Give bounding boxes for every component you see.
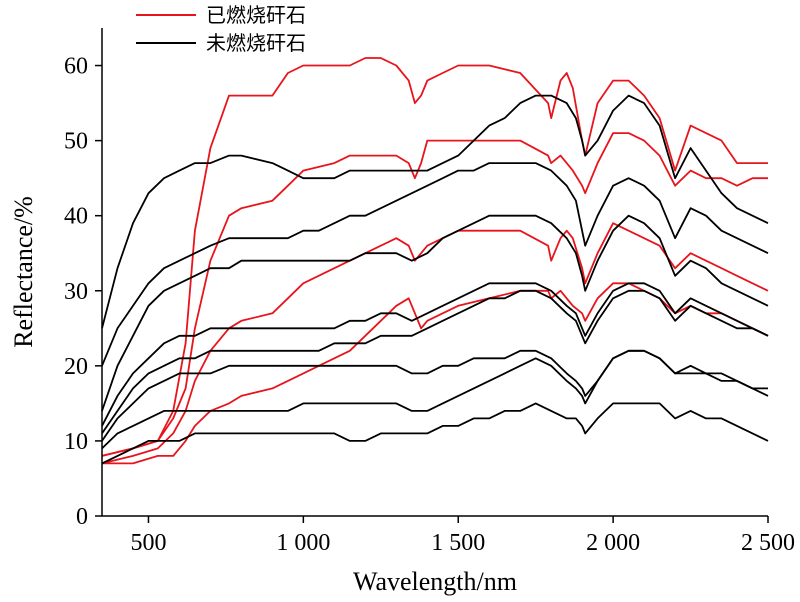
series-line-unburned-5 xyxy=(101,94,769,329)
series-line-burned-1 xyxy=(101,57,768,457)
y-tick-label: 40 xyxy=(64,204,88,230)
ticks-layer: 500 1 000 1 500 2 000 2 500 0 10 20 30 40 50 60 xyxy=(64,54,795,556)
x-axis-title: Wavelength/nm xyxy=(353,567,517,596)
x-tick-label: 500 xyxy=(130,530,166,556)
series-line-unburned-7 xyxy=(101,214,769,412)
series-line-unburned-10 xyxy=(101,349,768,442)
legend-label-burned: 已燃烧矸石 xyxy=(206,3,306,27)
y-axis-title: Reflectance/% xyxy=(9,196,38,348)
legend: 已燃烧矸石 未燃烧矸石 xyxy=(136,3,306,55)
x-tick-label: 2 500 xyxy=(741,530,795,556)
series-line-unburned-8 xyxy=(101,282,769,427)
y-tick-label: 50 xyxy=(64,129,88,155)
axes-layer xyxy=(101,28,768,517)
y-tick-label: 0 xyxy=(76,504,88,530)
series-line-burned-2 xyxy=(101,132,768,457)
y-tick-label: 30 xyxy=(64,279,88,305)
series-line-unburned-6 xyxy=(101,162,769,367)
x-tick-label: 1 000 xyxy=(276,530,330,556)
x-tick-label: 1 500 xyxy=(431,530,485,556)
y-tick-label: 20 xyxy=(64,354,88,380)
series-layer xyxy=(101,57,769,465)
series-line-unburned-11 xyxy=(101,349,769,450)
y-tick-label: 10 xyxy=(64,429,88,455)
series-line-unburned-9 xyxy=(101,289,769,434)
legend-label-unburned: 未燃烧矸石 xyxy=(206,31,306,55)
x-tick-label: 2 000 xyxy=(586,530,640,556)
y-tick-label: 60 xyxy=(64,54,88,80)
series-line-unburned-12 xyxy=(101,402,769,465)
